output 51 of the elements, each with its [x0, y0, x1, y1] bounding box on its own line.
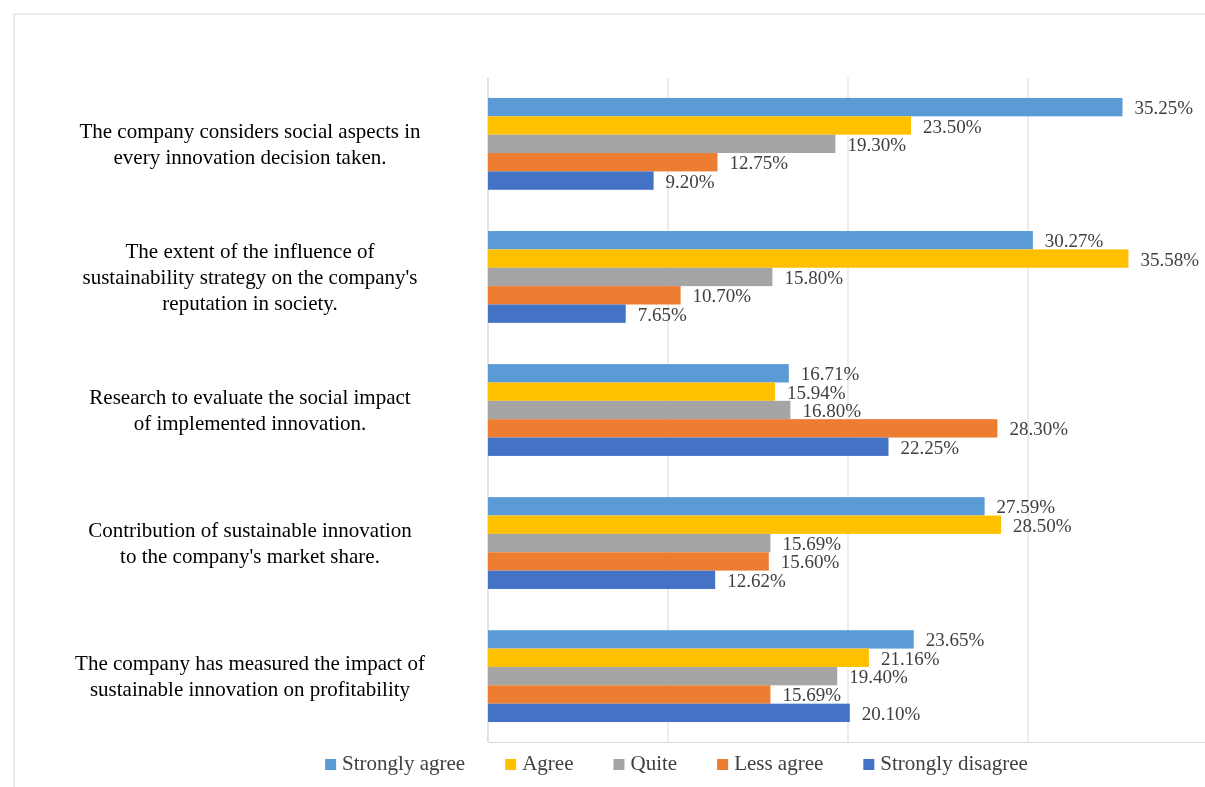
data-label: 23.50%: [923, 115, 982, 137]
bar: [488, 382, 775, 401]
data-label: 7.65%: [637, 303, 687, 325]
bar: [488, 648, 869, 667]
bar: [488, 497, 985, 516]
bar: [488, 267, 773, 287]
bar: [488, 134, 836, 154]
bar: [488, 666, 838, 686]
bar: [488, 97, 1123, 117]
data-label: 35.25%: [1134, 97, 1194, 119]
data-label: 10.70%: [692, 285, 752, 307]
y-tick-label: The extent of the influence of sustainability strategy on the company's reputation in society.: [82, 238, 418, 315]
bar: [488, 116, 911, 135]
y-tick-label: The company has measured the impact of sustainable innovation on profitability: [75, 651, 425, 702]
bar: [488, 570, 716, 589]
bar: [488, 515, 1001, 534]
data-label: 20.10%: [861, 702, 921, 724]
legend-label: Quite: [630, 751, 678, 775]
legend-label: Agree: [522, 751, 574, 775]
bar: [488, 437, 889, 456]
data-label: 19.30%: [847, 133, 907, 155]
legend-label: Strongly agree: [342, 751, 466, 775]
data-label: 35.58%: [1140, 248, 1200, 270]
data-label: 12.75%: [729, 152, 789, 174]
bar: [488, 400, 791, 420]
data-label: 15.69%: [782, 684, 842, 706]
bar: [488, 286, 681, 305]
data-label: 28.30%: [1009, 418, 1069, 440]
data-label: 19.40%: [849, 666, 908, 688]
bar: [488, 231, 1033, 250]
bar: [488, 419, 998, 438]
bar: [488, 630, 914, 649]
bar: [488, 552, 769, 571]
bar: [488, 364, 789, 383]
bar: [488, 304, 626, 323]
bar: [488, 171, 654, 190]
data-label: 30.27%: [1044, 230, 1104, 252]
data-label: 22.25%: [900, 436, 960, 458]
bar: [488, 533, 771, 553]
legend-label: Less agree: [734, 751, 824, 775]
bar: [488, 153, 718, 172]
data-label: 9.20%: [665, 170, 715, 192]
data-label: 16.80%: [802, 400, 862, 421]
data-label: 15.80%: [784, 266, 844, 288]
legend-label: Strongly disagree: [880, 751, 1028, 775]
y-tick-label: Contribution of sustainable innovation to the company's market share.: [88, 518, 413, 569]
bar: [488, 685, 771, 704]
bar: [488, 703, 850, 723]
y-tick-label: Research to evaluate the social impact of implemented innovation.: [89, 385, 411, 435]
bar: [488, 249, 1129, 268]
y-tick-label: The company considers social aspects in every innovation decision taken.: [79, 118, 422, 169]
